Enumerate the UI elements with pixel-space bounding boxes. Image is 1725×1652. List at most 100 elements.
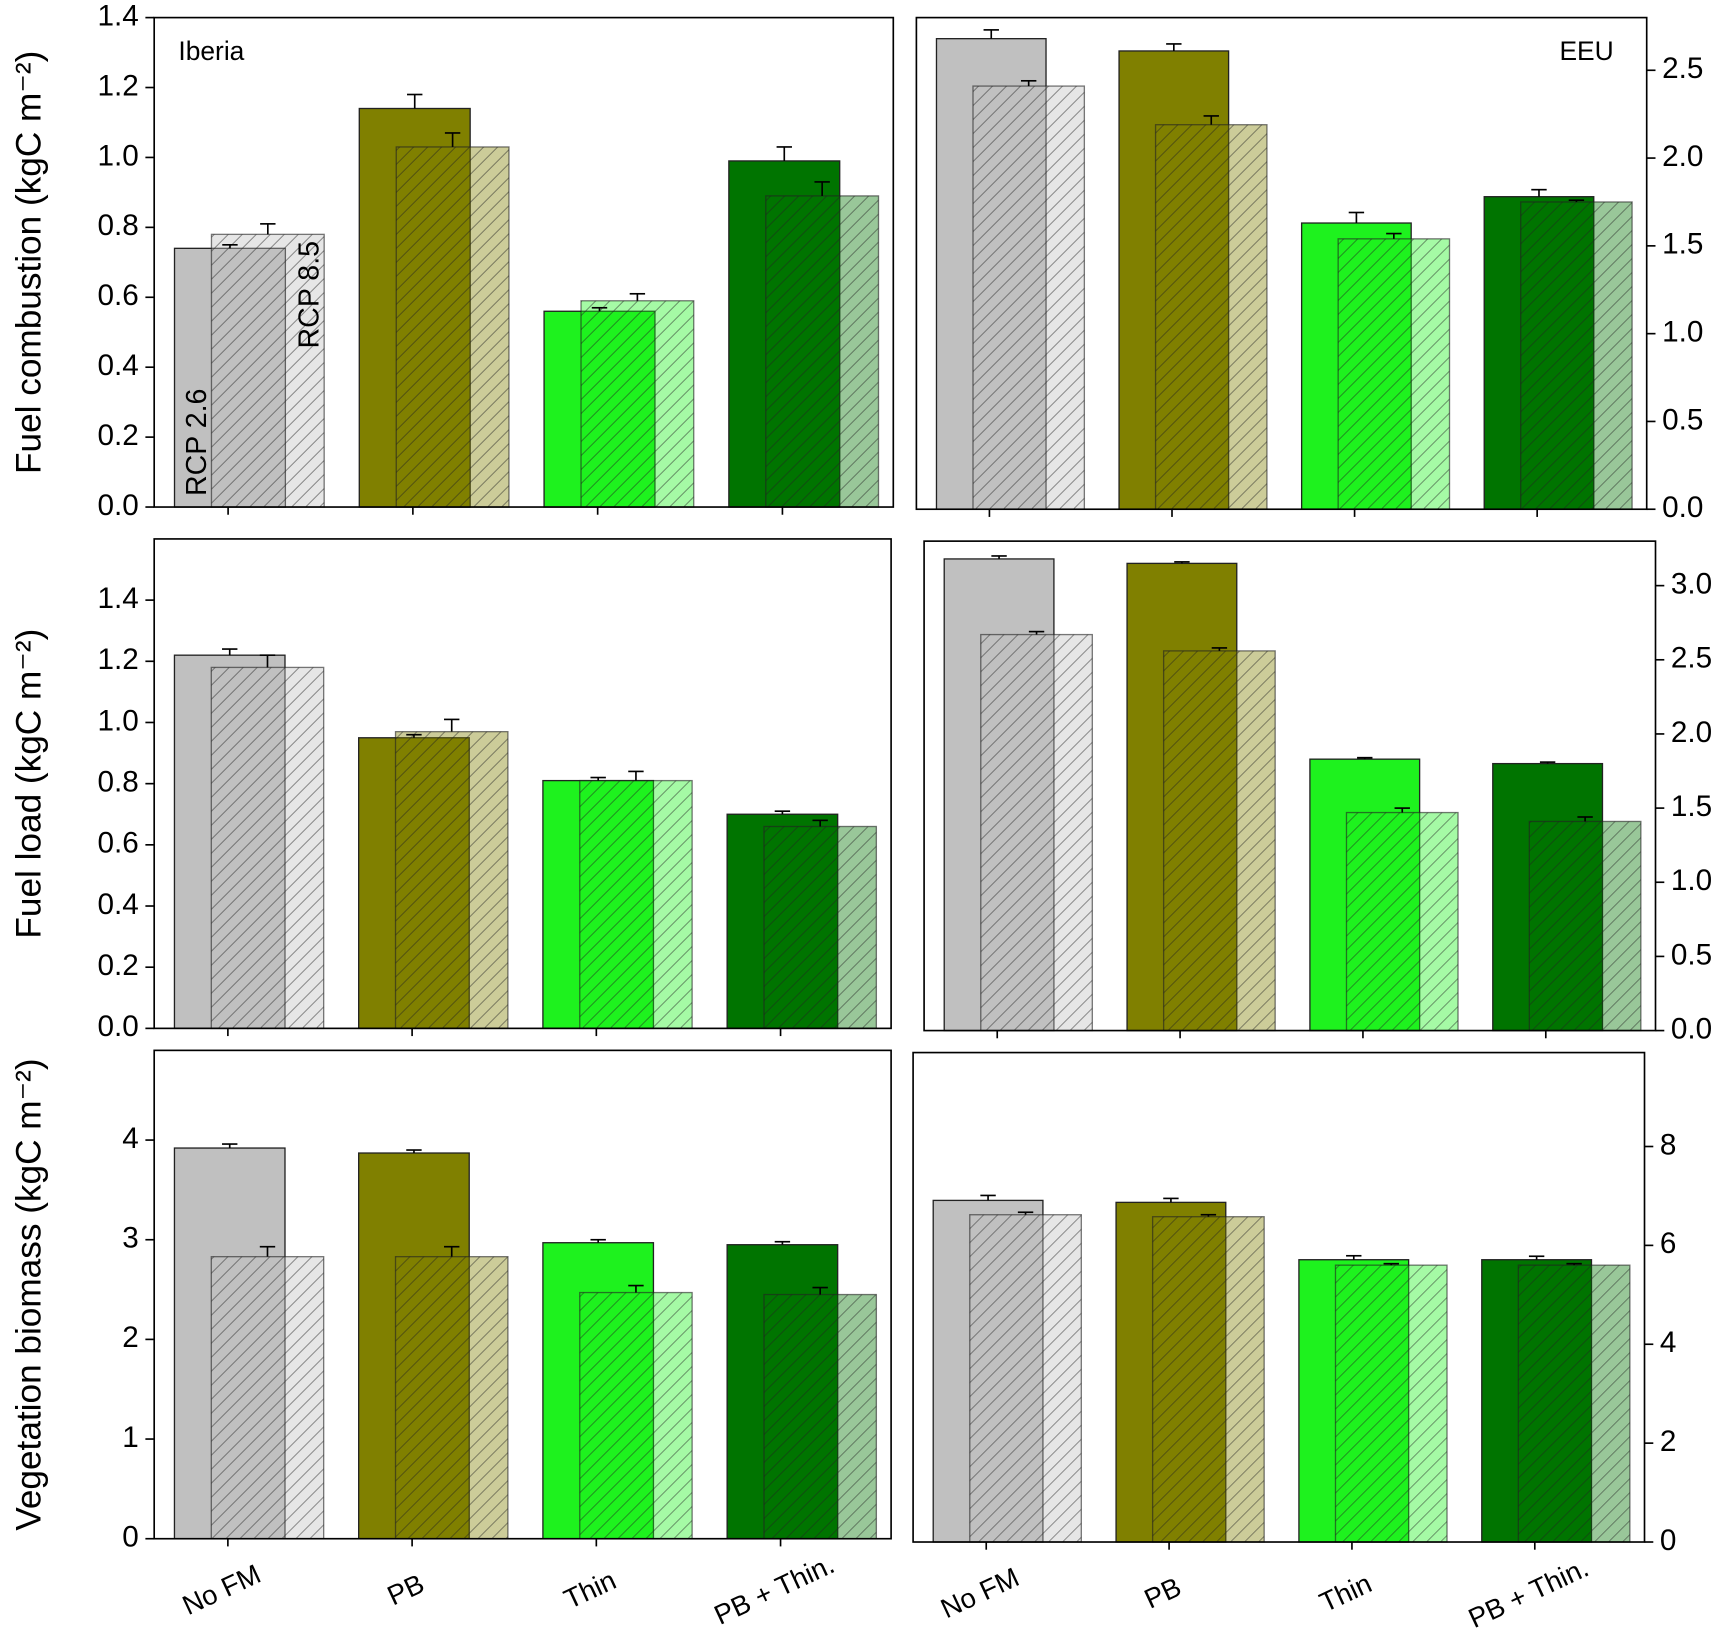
y-tick-label: 4 [122, 1122, 139, 1155]
y-axis-label: Vegetation biomass (kgC m⁻²) [9, 1058, 48, 1530]
plot-frame [912, 1051, 1646, 1543]
plot-frame [923, 540, 1657, 1032]
error-bar [628, 1284, 644, 1293]
error-bar [222, 1143, 238, 1149]
hatched-bar [763, 1293, 878, 1540]
error-bar [222, 648, 238, 656]
y-tick-label: 1.4 [98, 0, 139, 32]
x-tick-label: Thin [1315, 1567, 1377, 1618]
region-label: EEU [1559, 36, 1613, 66]
y-tick-label: 0.5 [1662, 403, 1703, 436]
hatched-bar [579, 779, 693, 1030]
hatched-bar [1520, 201, 1633, 510]
error-bar [444, 132, 461, 147]
hatched-bar [394, 730, 509, 1030]
error-bar [259, 1245, 276, 1257]
error-bar [1568, 199, 1585, 202]
error-bar [406, 733, 422, 738]
y-tick-label: 8 [1660, 1128, 1677, 1161]
error-bar [1163, 1197, 1179, 1203]
hatched-bar [972, 85, 1086, 510]
error-bar [1017, 1211, 1034, 1215]
error-bar [628, 770, 644, 781]
y-tick-label: 0.0 [98, 489, 139, 522]
y-tick-label: 0.6 [98, 827, 139, 860]
y-tick-label: 1.0 [1662, 315, 1703, 348]
region-label: Iberia [178, 36, 244, 66]
error-bar [1528, 1255, 1545, 1260]
y-tick-label: 2.5 [1671, 642, 1712, 675]
x-tick-label: PB [382, 1568, 428, 1612]
x-tick-label: No FM [936, 1561, 1024, 1624]
y-tick-label: 1.2 [98, 69, 139, 102]
hatched-bar [210, 666, 325, 1030]
error-bar [1348, 211, 1365, 224]
plot-frame [915, 16, 1648, 511]
hatched-bar [580, 300, 695, 508]
y-tick-label: 1.2 [98, 643, 139, 676]
y-tick-label: 0 [1660, 1524, 1677, 1557]
hatched-bar [1151, 1216, 1265, 1543]
error-bar [629, 292, 646, 301]
error-bar [590, 1238, 606, 1243]
y-tick-label: 0.4 [98, 349, 139, 382]
error-bar [1383, 1262, 1399, 1266]
y-tick-label: 3.0 [1671, 567, 1712, 600]
error-bar [776, 146, 792, 161]
x-tick-label: PB + Thin. [709, 1548, 839, 1630]
error-bar [812, 1286, 828, 1295]
error-bar [1539, 761, 1556, 764]
error-bar [444, 718, 460, 732]
hatched-bar [394, 1256, 509, 1540]
y-tick-label: 1.0 [1671, 864, 1712, 897]
error-bar [590, 776, 606, 781]
error-bar [812, 819, 828, 827]
error-bar [991, 555, 1007, 559]
y-tick-label: 2 [1660, 1425, 1677, 1458]
error-bar [260, 223, 276, 235]
y-tick-label: 6 [1660, 1227, 1677, 1260]
y-axis-label: Fuel load (kgC m⁻²) [9, 629, 48, 939]
hatched-bar [1337, 238, 1451, 510]
y-tick-label: 3 [122, 1222, 139, 1255]
hatched-bar [210, 233, 325, 508]
series-label: RCP 8.5 [294, 241, 326, 348]
y-tick-label: 0.2 [98, 949, 139, 982]
hatched-bar [763, 825, 878, 1030]
error-bar [1200, 1213, 1217, 1217]
error-bar [1577, 816, 1593, 822]
error-bar [1211, 647, 1228, 651]
y-tick-label: 0.6 [98, 279, 139, 312]
error-bar [774, 810, 791, 815]
y-tick-label: 0.2 [98, 419, 139, 452]
y-tick-label: 1.0 [98, 139, 139, 172]
y-tick-label: 0.0 [1671, 1012, 1712, 1045]
plot-frame [153, 1049, 892, 1540]
error-bar [1174, 561, 1190, 564]
hatched-bar [969, 1214, 1082, 1543]
y-tick-label: 1 [122, 1421, 139, 1454]
hatched-bar [395, 146, 510, 508]
hatched-bar [1162, 650, 1276, 1032]
error-bar [1203, 115, 1219, 125]
x-tick-label: PB [1139, 1571, 1185, 1615]
y-tick-label: 1.5 [1671, 790, 1712, 823]
error-bar [1386, 232, 1402, 239]
error-bar [1357, 756, 1373, 760]
error-bar [1394, 807, 1410, 813]
y-tick-label: 0.8 [98, 765, 139, 798]
y-tick-label: 0.4 [98, 888, 139, 921]
y-tick-label: 0 [122, 1521, 139, 1554]
y-tick-label: 2.0 [1662, 140, 1703, 173]
error-bar [814, 181, 830, 196]
y-tick-label: 0.5 [1671, 938, 1712, 971]
y-tick-label: 0.0 [1662, 491, 1703, 524]
error-bar [1531, 188, 1547, 197]
x-tick-label: No FM [178, 1558, 266, 1621]
error-bar [1346, 1254, 1362, 1260]
y-tick-label: 1.4 [98, 582, 139, 615]
error-bar [1166, 43, 1182, 51]
hatched-bar [765, 195, 880, 508]
